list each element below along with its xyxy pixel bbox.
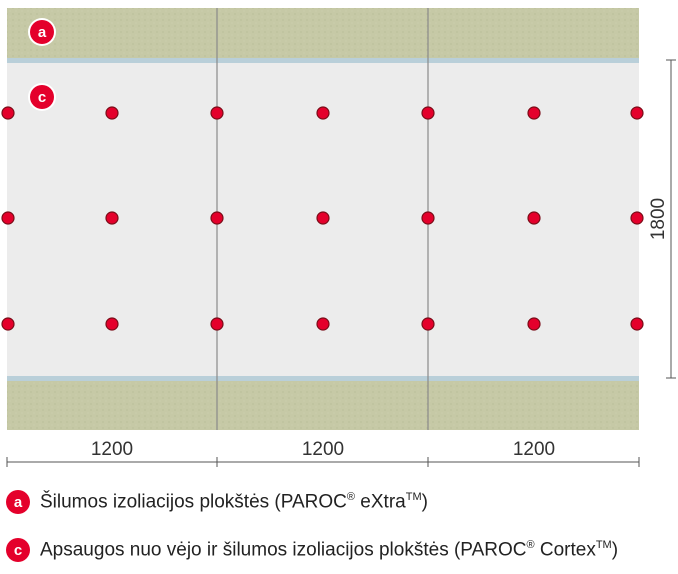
fastener-dot (630, 211, 644, 225)
fastener-dot (527, 317, 541, 331)
fastener-dot (1, 106, 15, 120)
height-label: 1800 (648, 198, 669, 240)
fastener-dot (210, 211, 224, 225)
fastener-dot (316, 211, 330, 225)
top-insulation-strip (7, 8, 639, 58)
marker-c-letter: c (38, 89, 46, 106)
fastener-dot (630, 317, 644, 331)
bottom-joint-strip (7, 376, 639, 381)
top-joint-strip (7, 58, 639, 63)
legend-a-close: ) (421, 491, 428, 513)
width-label-1: 1200 (91, 439, 133, 460)
fastener-dot (421, 211, 435, 225)
legend-a-reg: ® (346, 490, 356, 503)
marker-c: c (28, 83, 56, 111)
legend-item-a: a Šilumos izoliacijos plokštės (PAROC® e… (6, 490, 428, 514)
width-label-2: 1200 (302, 439, 344, 460)
fastener-dot (210, 317, 224, 331)
marker-a-letter: a (38, 24, 47, 41)
legend-c-main: Apsaugos nuo vėjo ir šilumos izoliacijos… (40, 539, 527, 561)
fastener-dot (105, 211, 119, 225)
legend-a-tm: TM (405, 490, 422, 503)
fastener-dot (527, 106, 541, 120)
legend-badge-c: c (6, 538, 30, 562)
legend-c-tm: TM (595, 538, 612, 551)
legend-badge-a: a (6, 490, 30, 514)
fastener-dot (105, 317, 119, 331)
installation-diagram: a c 1200 1200 1200 1800 (1, 8, 676, 467)
legend-text-a: Šilumos izoliacijos plokštės (PAROC® eXt… (40, 491, 428, 513)
legend-c-close: ) (611, 539, 619, 561)
width-label-3: 1200 (513, 439, 555, 460)
fastener-dot (105, 106, 119, 120)
height-dimension-line (666, 59, 676, 379)
fastener-grid (1, 106, 644, 331)
legend-a-product: eXtra (355, 491, 406, 513)
legend-c-product: Cortex (534, 539, 596, 561)
fastener-dot (421, 317, 435, 331)
fastener-dot (421, 106, 435, 120)
legend-text-c: Apsaugos nuo vėjo ir šilumos izoliacijos… (40, 539, 618, 561)
fastener-dot (210, 106, 224, 120)
legend-item-c: c Apsaugos nuo vėjo ir šilumos izoliacij… (6, 538, 618, 562)
fastener-dot (1, 317, 15, 331)
marker-a: a (28, 18, 56, 46)
bottom-insulation-strip (7, 381, 639, 430)
legend-c-reg: ® (526, 538, 535, 551)
legend-a-main: Šilumos izoliacijos plokštės (PAROC (40, 491, 347, 513)
fastener-dot (630, 106, 644, 120)
width-dimension-line (6, 457, 640, 467)
fastener-dot (1, 211, 15, 225)
fastener-dot (527, 211, 541, 225)
fastener-dot (316, 317, 330, 331)
fastener-dot (316, 106, 330, 120)
